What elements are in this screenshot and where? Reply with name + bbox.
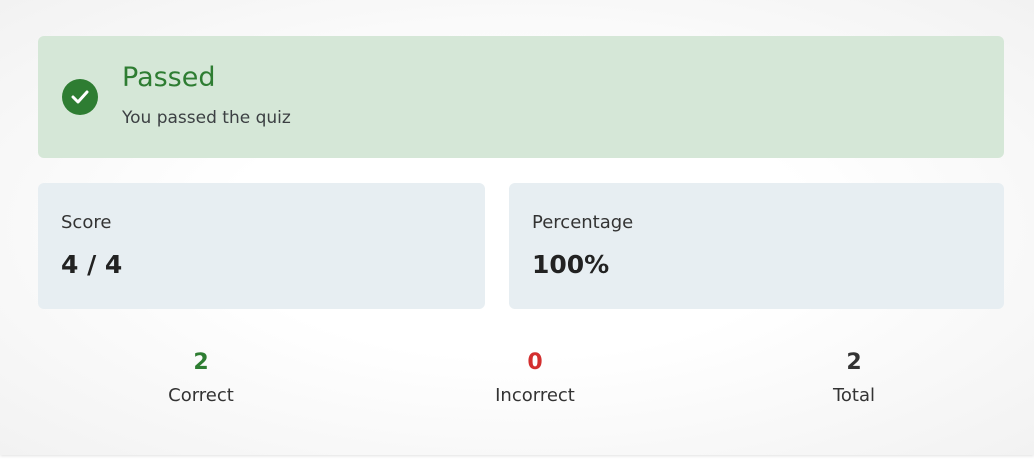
stat-value: 2 (846, 350, 862, 375)
result-message: You passed the quiz (122, 108, 291, 128)
check-circle-icon (62, 79, 98, 115)
score-box: Score 4 / 4 (38, 183, 485, 309)
stat-incorrect: 0 Incorrect (435, 350, 635, 406)
score-value: 4 / 4 (61, 250, 123, 279)
result-title: Passed (122, 62, 216, 93)
result-banner: Passed You passed the quiz (38, 36, 1004, 158)
stat-correct: 2 Correct (101, 350, 301, 406)
stat-label: Correct (168, 385, 234, 406)
percentage-box: Percentage 100% (509, 183, 1004, 309)
score-label: Score (61, 212, 112, 233)
stat-label: Incorrect (495, 385, 575, 406)
percentage-value: 100% (532, 250, 610, 279)
stat-label: Total (832, 385, 876, 406)
stat-value: 0 (527, 350, 543, 375)
stat-value: 2 (193, 350, 209, 375)
stat-total: 2 Total (754, 350, 954, 406)
percentage-label: Percentage (532, 212, 634, 233)
